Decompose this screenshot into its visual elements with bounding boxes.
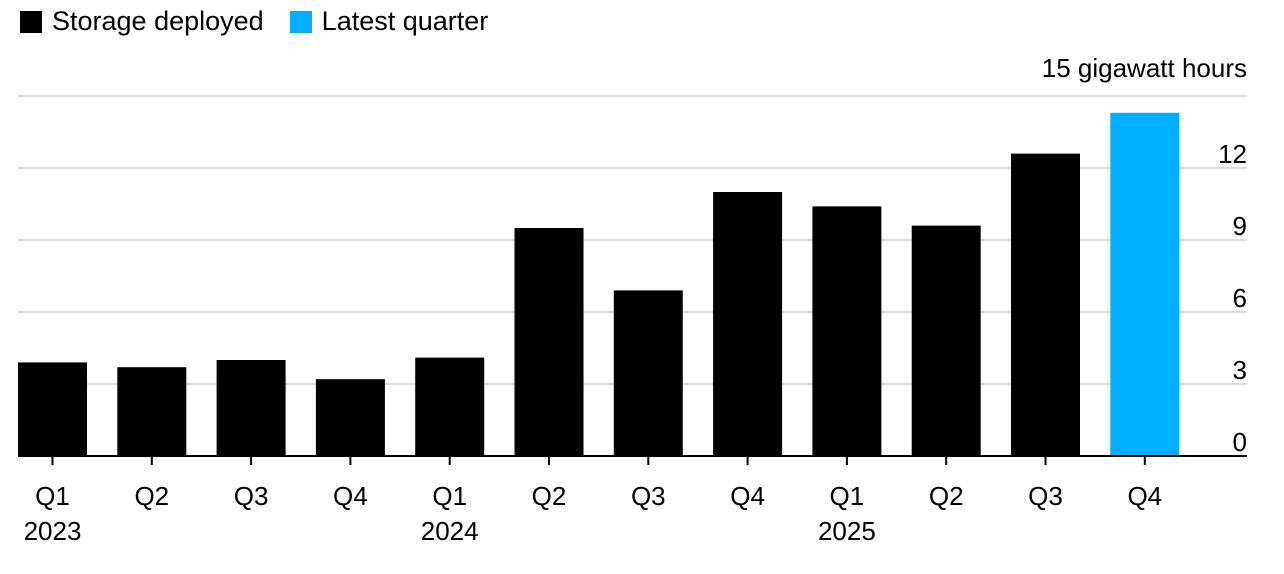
- bar-q1-8: [812, 206, 882, 456]
- y-tick-label-6: 6: [1233, 283, 1247, 313]
- legend-label-latest-quarter: Latest quarter: [321, 6, 489, 36]
- legend-swatch-latest-quarter: [289, 10, 312, 33]
- bar-q2-9: [911, 225, 981, 456]
- y-axis-unit-label: 15 gigawatt hours: [1042, 53, 1247, 83]
- x-tick-label-q1-0: Q1: [35, 481, 70, 511]
- x-tick-label-q2-1: Q2: [134, 481, 169, 511]
- x-tick-label-q3-2: Q3: [234, 481, 269, 511]
- legend-label-storage-deployed: Storage deployed: [52, 6, 264, 36]
- bar-q4-11: [1110, 112, 1180, 457]
- bar-q1-4: [415, 357, 485, 456]
- bar-q1-0: [18, 362, 87, 456]
- x-tick-label-q4-7: Q4: [730, 481, 765, 511]
- y-tick-label-12: 12: [1218, 139, 1247, 169]
- y-tick-label-9: 9: [1233, 211, 1247, 241]
- bar-q3-10: [1011, 153, 1080, 456]
- x-tick-label-q3-6: Q3: [631, 481, 666, 511]
- year-label-2023: 2023: [24, 516, 82, 546]
- bar-q3-2: [216, 360, 286, 456]
- bar-q2-1: [117, 367, 187, 456]
- y-tick-label-0: 0: [1233, 427, 1247, 457]
- year-label-2025: 2025: [818, 516, 876, 546]
- x-tick-label-q4-3: Q4: [333, 481, 368, 511]
- x-tick-label-q3-10: Q3: [1028, 481, 1063, 511]
- x-tick-label-q2-9: Q2: [929, 481, 964, 511]
- bar-q4-3: [315, 379, 385, 456]
- x-tick-label-q1-4: Q1: [432, 481, 467, 511]
- y-tick-label-3: 3: [1233, 355, 1247, 385]
- legend: Storage deployed Latest quarter: [20, 6, 488, 37]
- x-tick-label-q1-8: Q1: [830, 481, 865, 511]
- bar-q3-6: [613, 290, 683, 456]
- x-tick-label-q4-11: Q4: [1127, 481, 1162, 511]
- legend-item-latest-quarter: Latest quarter: [289, 6, 489, 37]
- bar-q4-7: [713, 192, 783, 456]
- y-axis-ticks: 0 3 6 9 12: [1218, 139, 1247, 457]
- legend-swatch-storage-deployed: [20, 10, 42, 33]
- year-label-2024: 2024: [421, 516, 479, 546]
- bars: [18, 112, 1180, 457]
- legend-item-storage-deployed: Storage deployed: [20, 6, 264, 37]
- x-tick-label-q2-5: Q2: [532, 481, 567, 511]
- x-axis-labels: Q1 Q2 Q3 Q4 Q1 Q2 Q3 Q4 Q1 Q2 Q3 Q4 2023 2024 2025: [24, 456, 1162, 546]
- bar-q2-5: [514, 228, 584, 456]
